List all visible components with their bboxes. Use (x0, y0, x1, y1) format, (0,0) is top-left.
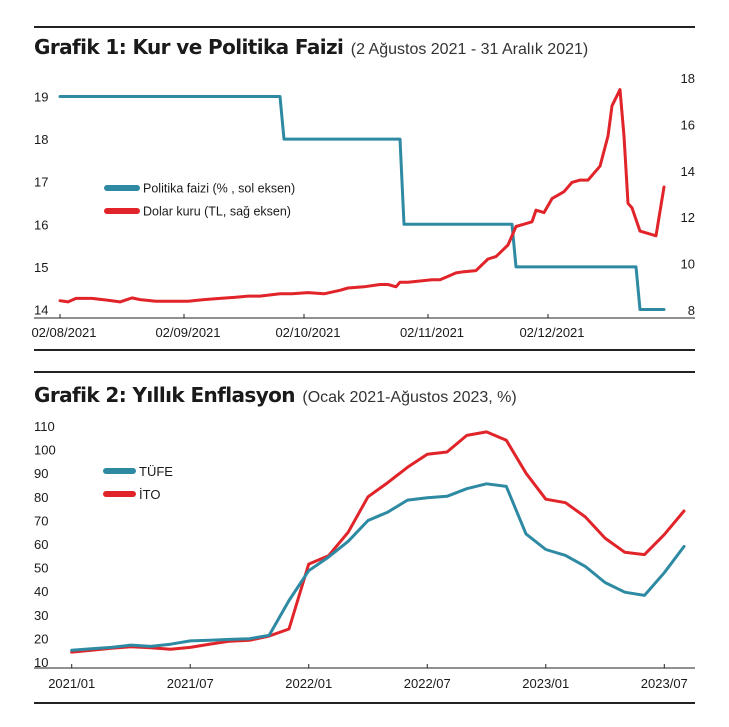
chart2-heading: Grafik 2: Yıllık Enflasyon (Ocak 2021-Ağ… (34, 383, 517, 407)
chart2-ytick: 40 (34, 584, 48, 599)
chart2-title: Grafik 2: Yıllık Enflasyon (34, 383, 296, 407)
chart2-plot: 110 100 90 80 70 60 50 40 30 20 10 2021/01 2021/07 2… (34, 419, 695, 691)
chart1-title: Grafik 1: Kur ve Politika Faizi (34, 35, 344, 59)
chart2-series-line-0 (70, 482, 686, 652)
chart1-ytick-left: 17 (34, 175, 48, 190)
chart1-ytick-right: 12 (681, 210, 695, 225)
chart1-plot: 19 18 17 16 15 14 18 16 14 12 10 8 02/08/2021 02/09… (31, 71, 695, 340)
chart1-xtick-label: 02/08/2021 (31, 325, 96, 340)
chart1-ytick-left: 15 (34, 260, 48, 275)
chart2-top-rule (34, 371, 695, 373)
chart1-ytick-left: 18 (34, 132, 48, 147)
chart2-ytick: 80 (34, 490, 48, 505)
chart2-ytick: 10 (34, 655, 48, 670)
chart1-ytick-left: 16 (34, 217, 48, 232)
chart2-xtick-label: 2021/01 (48, 676, 95, 691)
chart1-ytick-left: 19 (34, 90, 48, 105)
chart1-xtick-label: 02/09/2021 (155, 325, 220, 340)
chart2-series-line-1 (70, 430, 686, 654)
chart2-ytick: 50 (34, 561, 48, 576)
chart2-ytick: 70 (34, 513, 48, 528)
chart1-xtick-label: 02/10/2021 (275, 325, 340, 340)
chart2-ytick: 20 (34, 631, 48, 646)
chart2-ytick: 110 (34, 419, 55, 434)
chart1-series-line-0 (58, 95, 666, 311)
chart2-xtick-label: 2022/01 (285, 676, 332, 691)
chart2-bottom-rule (34, 702, 695, 704)
chart1-ytick-right: 10 (681, 257, 695, 272)
chart1-ytick-right: 8 (688, 303, 695, 318)
chart2-xtick-label: 2023/01 (522, 676, 569, 691)
chart1-xtick-label: 02/12/2021 (519, 325, 584, 340)
chart1-ytick-right: 18 (681, 71, 695, 86)
chart1-series-line-1 (58, 88, 666, 304)
chart2-ytick: 90 (34, 466, 48, 481)
chart1-legend-label-0: Politika faizi (% , sol eksen) (143, 182, 295, 196)
chart1-xtick-label: 02/11/2021 (400, 325, 464, 340)
chart1-legend-label-1: Dolar kuru (TL, sağ eksen) (143, 205, 291, 219)
chart1-ytick-left: 14 (34, 302, 48, 317)
chart1-legend: Politika faizi (% , sol eksen) Dolar kur… (104, 182, 295, 219)
chart1-subtitle: (2 Ağustos 2021 - 31 Aralık 2021) (350, 41, 589, 58)
chart1-heading: Grafik 1: Kur ve Politika Faizi (2 Ağust… (34, 35, 588, 59)
chart1-ytick-right: 16 (681, 117, 695, 132)
chart2-xtick-label: 2022/07 (404, 676, 451, 691)
chart2-subtitle: (Ocak 2021-Ağustos 2023, %) (302, 389, 517, 406)
chart1-ytick-right: 14 (681, 164, 695, 179)
chart2-xtick-label: 2021/07 (167, 676, 214, 691)
chart2-xtick-label: 2023/07 (641, 676, 688, 691)
chart2-legend: TÜFE İTO (103, 464, 173, 502)
chart1-top-rule (34, 26, 695, 28)
chart2-ytick: 30 (34, 608, 48, 623)
chart2-ytick: 60 (34, 537, 48, 552)
chart1-bottom-rule (34, 349, 695, 351)
chart2-legend-label-1: İTO (139, 487, 160, 502)
chart2-legend-label-0: TÜFE (139, 464, 173, 479)
chart2-ytick: 100 (34, 443, 56, 458)
